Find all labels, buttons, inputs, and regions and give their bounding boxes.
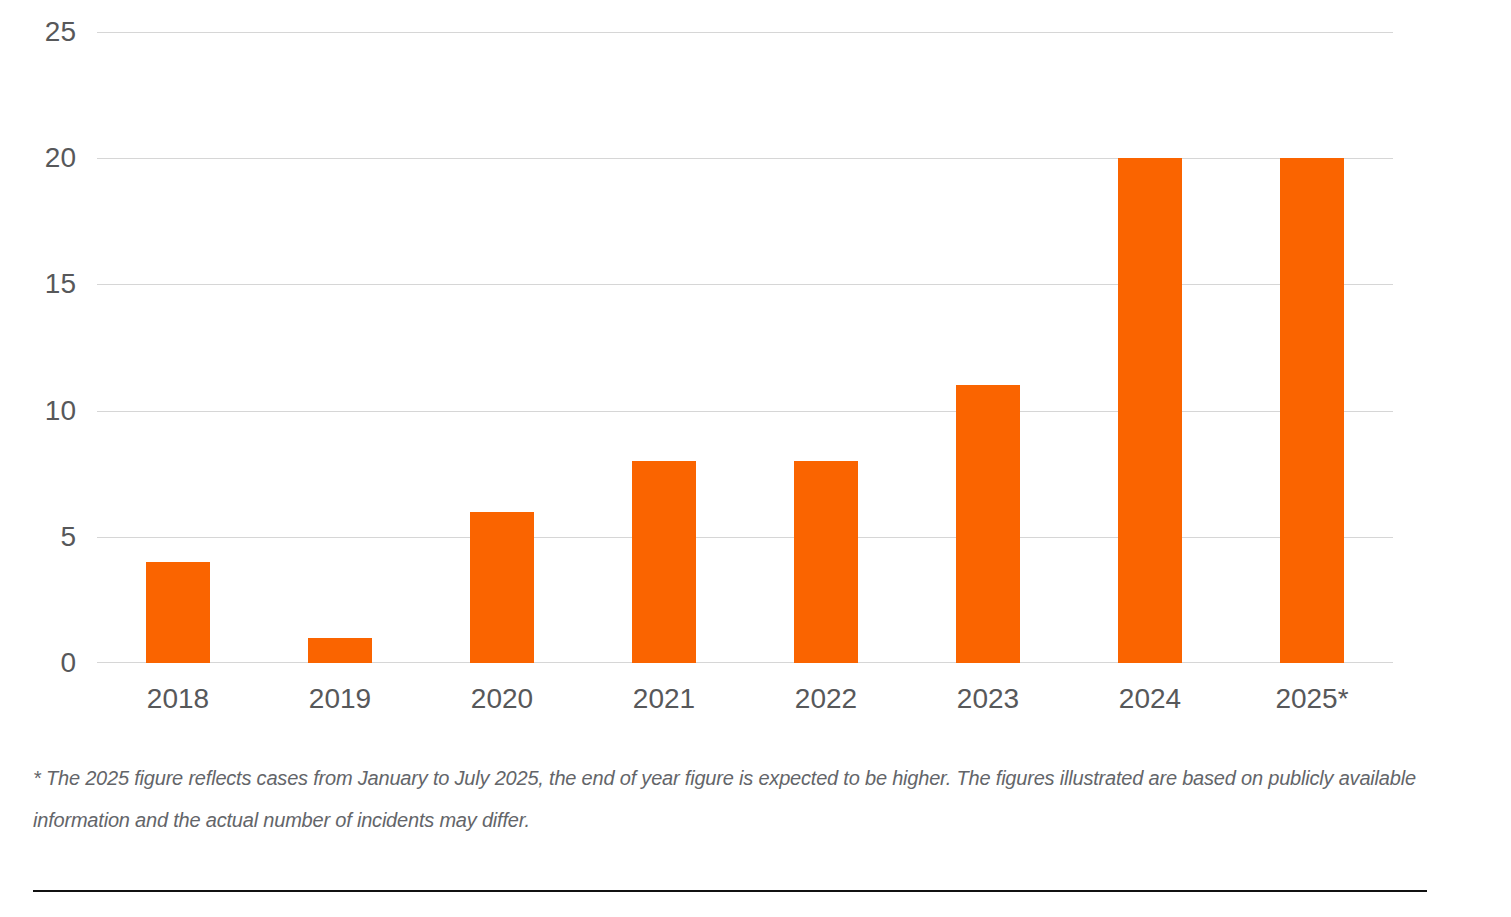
x-tick-label-2018: 2018 xyxy=(97,682,259,716)
bottom-divider xyxy=(33,890,1427,892)
page: 0510152025 20182019202020212022202320242… xyxy=(0,0,1511,917)
x-tick-label-2024: 2024 xyxy=(1069,682,1231,716)
x-tick-label-2021: 2021 xyxy=(583,682,745,716)
chart-footnote: * The 2025 figure reflects cases from Ja… xyxy=(33,757,1433,841)
x-tick-label-2020: 2020 xyxy=(421,682,583,716)
x-tick-label-2023: 2023 xyxy=(907,682,1069,716)
x-tick-label-2019: 2019 xyxy=(259,682,421,716)
x-tick-label-2022: 2022 xyxy=(745,682,907,716)
x-tick-label-2025: 2025* xyxy=(1231,682,1393,716)
